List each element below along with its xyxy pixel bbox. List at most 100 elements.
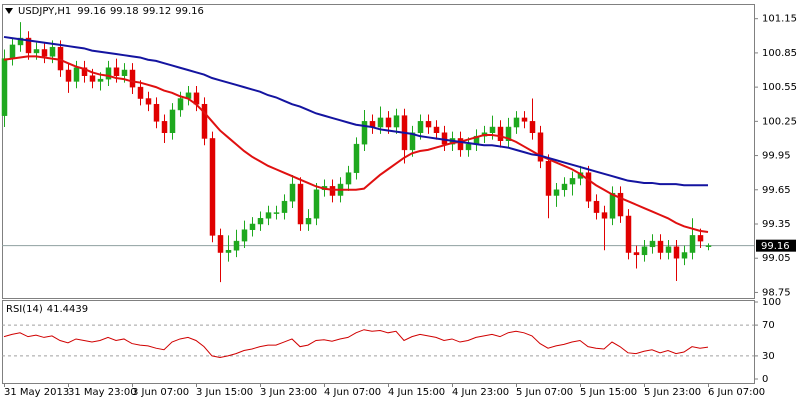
candle-body (553, 189, 560, 196)
candle-body (657, 240, 664, 253)
candle-body (361, 121, 368, 145)
candle-body (257, 218, 264, 225)
candle-body (145, 98, 152, 105)
candle-body (281, 200, 288, 213)
candle-body (1, 58, 8, 116)
line-series (3, 55, 709, 233)
candle-body (225, 249, 232, 253)
candle-body (233, 240, 240, 251)
candle-body (665, 246, 672, 253)
candle-body (409, 132, 416, 151)
candle-body (617, 192, 624, 217)
candle-body (201, 103, 208, 139)
candle-body (25, 37, 32, 54)
x-tick-label: 31 May 23:00 (68, 387, 137, 398)
candle-body (161, 121, 168, 133)
candle-body (209, 138, 216, 236)
y-tick-label: 30 (762, 351, 775, 362)
rsi-header: RSI(14) 41.4439 (6, 304, 88, 315)
chart-header: USDJPY,H1 99.16 99.18 99.12 99.16 (18, 6, 204, 17)
candle-body (417, 121, 424, 133)
symbol: USDJPY,H1 (18, 6, 71, 17)
candle-body (425, 121, 432, 128)
candle-body (289, 183, 296, 202)
candle-body (217, 235, 224, 253)
candle-body (9, 44, 16, 59)
line-series (3, 329, 709, 358)
rsi-panel (2, 300, 755, 384)
x-tick-label: 5 Jun 07:00 (516, 387, 573, 398)
candle-body (521, 117, 528, 122)
y-tick-label: 100 (762, 297, 781, 308)
y-tick-label: 99.95 (762, 151, 791, 162)
x-tick-label: 5 Jun 15:00 (580, 387, 637, 398)
header-open: 99.16 (77, 6, 106, 17)
candle-body (41, 49, 48, 57)
candle-body (385, 117, 392, 128)
candle-body (433, 126, 440, 133)
x-tick-label: 4 Jun 23:00 (452, 387, 509, 398)
price-label-box (756, 239, 796, 252)
x-tick-label: 31 May 2013 (4, 387, 69, 398)
y-tick-label: 70 (762, 320, 775, 331)
candle-body (673, 246, 680, 259)
candle-body (297, 183, 304, 225)
x-tick-label: 4 Jun 07:00 (324, 387, 381, 398)
y-tick-label: 100.25 (762, 116, 797, 127)
candle-body (353, 143, 360, 173)
candle-body (513, 117, 520, 128)
candle-body (489, 126, 496, 133)
candle-body (601, 212, 608, 219)
candle-body (505, 126, 512, 141)
candle-body (65, 69, 72, 82)
candle-body (313, 189, 320, 219)
candle-body (305, 218, 312, 225)
candle-body (33, 49, 40, 54)
y-tick-label: 100.85 (762, 48, 797, 59)
x-tick-label: 5 Jun 23:00 (644, 387, 701, 398)
line-series (3, 35, 708, 187)
candle-body (585, 172, 592, 202)
candle-body (569, 178, 576, 185)
candle-body (329, 186, 336, 196)
candle-body (641, 246, 648, 256)
candle-body (345, 172, 352, 185)
y-tick-label: 99.65 (762, 185, 791, 196)
candle-body (17, 37, 24, 46)
candle-body (609, 192, 616, 219)
candle-body (249, 223, 256, 230)
y-tick-label: 101.15 (762, 14, 797, 25)
candle-body (137, 86, 144, 99)
candle-body (465, 143, 472, 151)
rsi-name: RSI(14) (6, 304, 43, 315)
header-high: 99.18 (110, 6, 139, 17)
candle-body (81, 67, 88, 76)
candle-body (529, 121, 536, 133)
candle-body (49, 46, 56, 57)
candle-body (241, 229, 248, 242)
candle-body (97, 78, 104, 82)
x-tick-label: 3 Jun 23:00 (260, 387, 317, 398)
candle-body (497, 126, 504, 141)
candle-body (545, 161, 552, 196)
x-tick-label: 3 Jun 15:00 (196, 387, 253, 398)
x-tick-label: 4 Jun 15:00 (388, 387, 445, 398)
candle-body (393, 115, 400, 128)
y-tick-label: 99.35 (762, 219, 791, 230)
candle-body (73, 67, 80, 82)
candle-body (153, 103, 160, 122)
menu-arrow[interactable] (5, 8, 13, 14)
candle-body (697, 235, 704, 242)
candle-body (121, 69, 128, 76)
candle-body (681, 252, 688, 259)
candle-body (273, 212, 280, 214)
candle-body (89, 75, 96, 82)
candle-body (689, 235, 696, 253)
candle-body (625, 215, 632, 253)
candle-body (105, 67, 112, 80)
candle-body (265, 212, 272, 219)
header-close: 99.16 (175, 6, 204, 17)
y-tick-label: 100.55 (762, 82, 797, 93)
